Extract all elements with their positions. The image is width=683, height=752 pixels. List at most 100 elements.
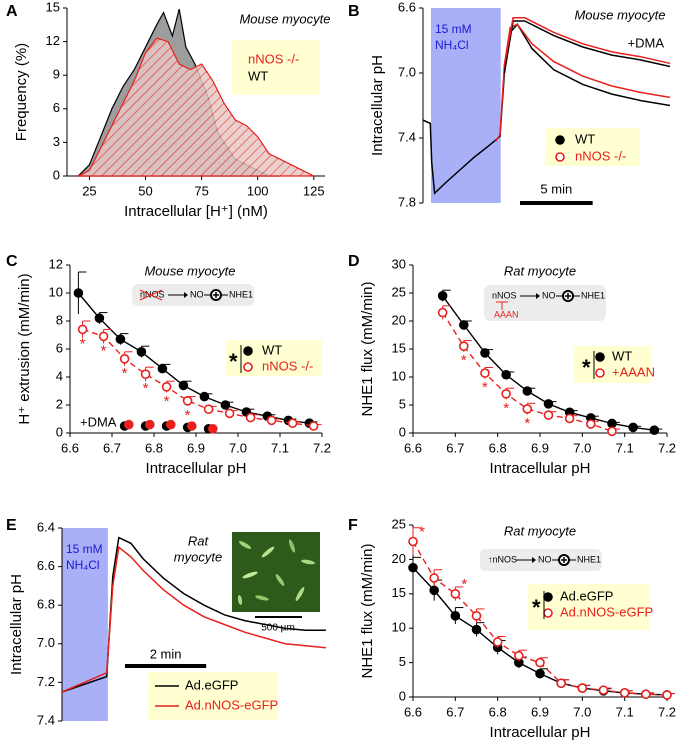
cell-image: 500 µm xyxy=(232,532,320,634)
panel-letter: E xyxy=(6,517,17,534)
data-point xyxy=(607,426,617,437)
significance-mark: * xyxy=(122,365,128,382)
pathway-item: nNOS xyxy=(492,290,517,300)
chart-title: myocyte xyxy=(174,549,222,564)
data-point xyxy=(450,611,461,621)
x-tick-label: 7.1 xyxy=(616,440,634,455)
nh4cl-label: NH₄Cl xyxy=(66,558,100,572)
data-point xyxy=(408,562,418,573)
data-point xyxy=(429,585,439,596)
data-point xyxy=(224,408,235,419)
y-tick-label: 6 xyxy=(56,340,63,355)
legend-label: Ad.nNOS-eGFP xyxy=(560,604,653,619)
data-point xyxy=(543,399,554,409)
x-tick-label: 7.0 xyxy=(573,704,591,719)
chart-title: Mouse myocyte xyxy=(144,263,235,278)
scale-bar-label: 5 min xyxy=(540,181,572,196)
panel-letter: D xyxy=(348,253,360,270)
annotation: +DMA xyxy=(628,35,665,50)
x-tick-label: 7.1 xyxy=(271,440,289,455)
legend-label: Ad.nNOS-eGFP xyxy=(185,697,278,712)
x-tick-label: 6.6 xyxy=(404,704,422,719)
y-tick-label: 7.0 xyxy=(398,64,416,79)
x-tick-label: 6.8 xyxy=(145,440,163,455)
data-point xyxy=(208,423,218,434)
y-tick-label: 7.2 xyxy=(37,674,55,689)
y-tick-label: 0 xyxy=(53,167,60,182)
data-point xyxy=(245,412,256,423)
data-point xyxy=(628,422,638,433)
significance-mark: * xyxy=(524,415,530,432)
data-point xyxy=(199,391,210,402)
legend-label: WT xyxy=(612,348,632,363)
data-point xyxy=(157,363,168,374)
trace-line xyxy=(503,17,671,66)
y-tick-label: 12 xyxy=(46,33,60,48)
pathway-box xyxy=(484,285,606,321)
data-point xyxy=(522,404,533,414)
data-point xyxy=(77,324,88,335)
y-tick-label: 6 xyxy=(53,100,60,115)
legend-label: +AAAN xyxy=(612,364,655,379)
data-point xyxy=(136,346,147,357)
data-point xyxy=(178,380,189,391)
histogram-area xyxy=(77,37,315,177)
x-tick-label: 25 xyxy=(82,183,96,198)
y-tick-label: 0 xyxy=(56,424,63,439)
y-tick-label: 6.8 xyxy=(37,597,55,612)
data-point xyxy=(308,421,319,431)
legend-label: nNOS -/- xyxy=(262,358,313,373)
x-tick-label: 7.0 xyxy=(573,440,591,455)
pathway-box xyxy=(132,284,254,306)
data-point xyxy=(492,637,503,647)
data-point xyxy=(585,419,596,429)
data-point xyxy=(73,288,84,298)
significance-mark: * xyxy=(482,379,488,396)
panel-letter: A xyxy=(6,3,18,20)
legend-label: WT xyxy=(575,131,595,146)
x-axis-label: Intracellular pH xyxy=(146,460,247,477)
trace-line xyxy=(494,23,671,142)
significance-mark: * xyxy=(80,335,86,352)
chart-title: Mouse myocyte xyxy=(574,7,665,22)
data-point xyxy=(577,683,588,693)
significance-mark: * xyxy=(461,576,467,593)
data-point xyxy=(145,419,155,430)
x-tick-label: 75 xyxy=(194,183,208,198)
y-tick-label: 5 xyxy=(399,654,406,669)
data-point xyxy=(564,413,575,424)
x-axis-label: Intracellular pH xyxy=(490,460,591,477)
data-point xyxy=(619,688,630,698)
y-tick-label: 0 xyxy=(399,424,406,439)
data-point xyxy=(535,657,545,668)
x-tick-label: 6.7 xyxy=(103,440,121,455)
chart-title: Rat myocyte xyxy=(504,523,576,538)
trace-line xyxy=(61,545,326,693)
significance-mark: * xyxy=(143,380,149,397)
data-point xyxy=(429,573,439,583)
legend-box xyxy=(573,346,651,383)
pathway-item: NO xyxy=(542,290,556,300)
trace-line xyxy=(61,536,326,693)
nh4cl-period xyxy=(430,8,501,203)
legend-significance: * xyxy=(582,355,591,380)
x-tick-label: 6.7 xyxy=(446,440,464,455)
inset-scale-label: 500 µm xyxy=(261,623,295,634)
y-tick-label: 7.4 xyxy=(398,129,416,144)
data-point xyxy=(501,388,511,399)
significance-mark: * xyxy=(185,407,191,424)
legend-label: Ad.eGFP xyxy=(185,677,238,692)
panel-letter: C xyxy=(6,253,18,270)
x-tick-label: 50 xyxy=(138,183,152,198)
trace-line xyxy=(503,20,671,74)
data-point xyxy=(115,334,126,345)
pathway-plus-cross xyxy=(213,292,219,298)
legend-marker xyxy=(243,346,253,356)
y-tick-label: 6.6 xyxy=(37,558,55,573)
data-point xyxy=(458,320,469,330)
legend-marker xyxy=(595,352,605,362)
y-tick-label: 2 xyxy=(56,396,63,411)
significance-mark: * xyxy=(164,393,170,410)
